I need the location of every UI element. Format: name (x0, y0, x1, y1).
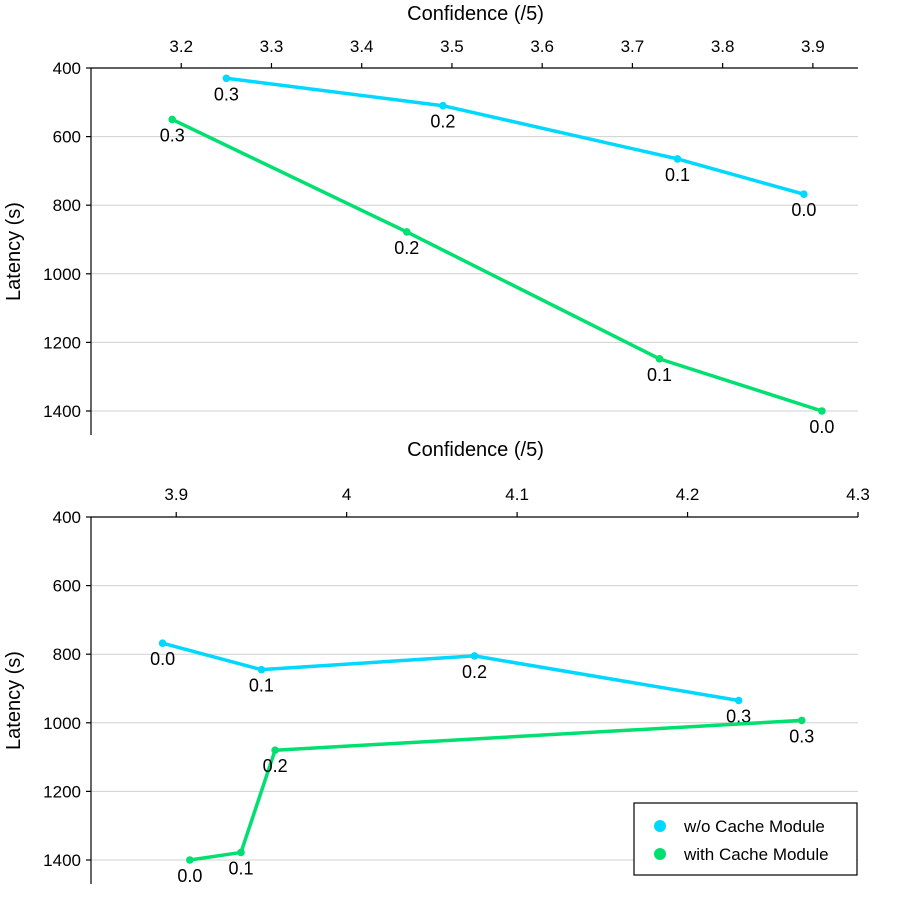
data-point (673, 155, 682, 163)
legend-label: w/o Cache Module (683, 817, 825, 836)
data-label: 0.0 (177, 866, 202, 886)
data-point (237, 848, 245, 857)
x-axis-title: Confidence (/5) (407, 3, 544, 25)
data-label: 0.2 (430, 112, 455, 132)
y-tick-label: 600 (53, 577, 81, 596)
data-label: 0.0 (150, 649, 175, 669)
data-point (222, 74, 231, 83)
data-label: 0.3 (789, 726, 814, 746)
y-tick-label: 1400 (43, 851, 81, 870)
data-point (470, 652, 479, 660)
series-line (226, 76, 805, 196)
chart-panel-1: 3.2 3.3 3.4 3.5 3.6 3.7 3.8 3.9 400 600 800 1000 120… (3, 3, 858, 437)
y-tick-label: 1200 (43, 333, 81, 352)
series-w-o-cache-module: 0.3 0.2 0.1 0.0 (214, 74, 816, 220)
data-label: 0.2 (263, 756, 288, 776)
legend-box (633, 802, 858, 876)
series-line (162, 641, 739, 703)
legend-label: with Cache Module (683, 845, 829, 864)
y-tick-label: 400 (53, 59, 81, 78)
x-tick-label: 3.7 (621, 37, 645, 56)
data-label: 0.0 (809, 417, 834, 437)
chart-panel-2: 3.9 4 4.1 4.2 4.3 400 600 800 1000 1200 1400 Confid… (3, 439, 870, 886)
data-label: 0.1 (228, 858, 253, 878)
data-point (271, 746, 279, 755)
x-tick-label: 4.2 (676, 485, 700, 504)
series-w-o-cache-module: 0.0 0.1 0.2 0.3 (150, 639, 751, 727)
y-tick-label: 400 (53, 508, 81, 527)
data-label: 0.0 (791, 200, 816, 220)
data-point (797, 716, 806, 725)
y-tick-label: 1400 (43, 402, 81, 421)
legend: w/o Cache Module with Cache Module (633, 802, 858, 876)
y-axis-title: Latency (s) (3, 651, 25, 750)
data-point (655, 355, 664, 363)
data-point (158, 639, 167, 648)
legend-swatch (654, 820, 666, 832)
data-label: 0.2 (462, 662, 487, 682)
x-tick-label: 3.4 (350, 37, 374, 56)
data-point (439, 101, 447, 110)
data-label: 0.3 (160, 125, 185, 145)
y-tick-label: 800 (53, 645, 81, 664)
x-tick-label: 4 (342, 485, 351, 504)
x-tick-label: 4.3 (846, 485, 870, 504)
x-tick-label: 3.9 (801, 37, 825, 56)
data-point (403, 228, 411, 236)
series-line (189, 718, 802, 862)
data-label: 0.1 (249, 676, 274, 696)
data-label: 0.2 (394, 238, 419, 258)
series-with-cache-module: 0.3 0.2 0.1 0.0 (160, 115, 834, 437)
x-tick-label: 3.3 (260, 37, 284, 56)
data-label: 0.3 (726, 707, 751, 727)
data-label: 0.1 (647, 365, 672, 385)
x-tick-label: 3.8 (711, 37, 735, 56)
data-point (186, 856, 194, 864)
data-point (734, 696, 743, 705)
y-tick-label: 1200 (43, 782, 81, 801)
y-axis-title: Latency (s) (3, 202, 25, 301)
x-tick-label: 3.9 (164, 485, 188, 504)
x-tick-label: 3.2 (169, 37, 193, 56)
y-tick-label: 600 (53, 128, 81, 147)
y-tick-label: 1000 (43, 265, 81, 284)
x-tick-label: 3.5 (440, 37, 464, 56)
x-tick-label: 4.1 (505, 485, 529, 504)
data-point (168, 115, 177, 124)
data-point (257, 665, 266, 674)
series-line (171, 117, 823, 413)
x-axis-title: Confidence (/5) (407, 439, 544, 461)
data-point (800, 190, 808, 199)
y-tick-label: 800 (53, 196, 81, 215)
data-label: 0.3 (214, 84, 239, 104)
x-tick-label: 3.6 (530, 37, 554, 56)
y-tick-label: 1000 (43, 714, 81, 733)
legend-swatch (654, 848, 666, 860)
series-with-cache-module: 0.0 0.1 0.2 0.3 (177, 716, 814, 886)
data-point (818, 407, 826, 415)
data-label: 0.1 (665, 165, 690, 185)
